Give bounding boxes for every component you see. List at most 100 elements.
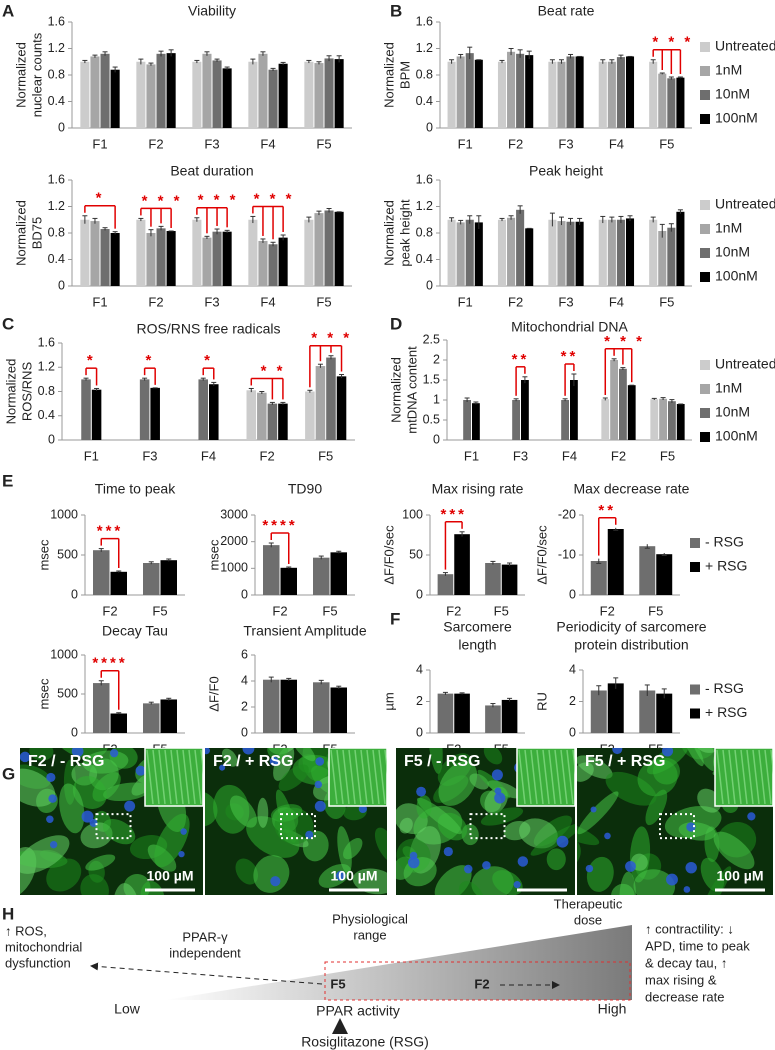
legend-label: 1nM: [715, 62, 742, 78]
legend-swatch: [700, 66, 710, 76]
nucleus: [585, 864, 594, 873]
x-tick-label: F5: [659, 294, 674, 309]
nucleus: [491, 769, 503, 781]
bar: [268, 244, 278, 286]
y-axis-label: Normalized: [3, 359, 18, 425]
nucleus: [407, 856, 420, 869]
micrograph-label: F2 / + RSG: [213, 753, 293, 770]
significance: * * *: [198, 192, 239, 209]
bar: [246, 390, 257, 440]
inset-striation: [158, 749, 166, 805]
bar: [437, 693, 454, 733]
legend-swatch: [700, 224, 710, 234]
nucleus: [49, 840, 58, 849]
y-tick-label: 0: [569, 587, 576, 601]
bar: [110, 571, 127, 595]
inset-striation: [722, 749, 730, 805]
bar: [590, 690, 607, 733]
y-axis-label: µm: [381, 692, 396, 710]
bar: [330, 687, 347, 733]
bar: [280, 679, 297, 733]
inset-striation: [176, 749, 184, 805]
inset-striation: [728, 749, 736, 805]
y-axis-label: msec: [36, 678, 51, 710]
legend-label: 100nM: [715, 428, 758, 444]
x-tick-label: F2: [260, 448, 275, 463]
bar: [166, 53, 176, 129]
y-tick-label: 0.4: [48, 252, 65, 266]
bar: [566, 221, 575, 286]
nucleus: [590, 806, 597, 813]
y-tick-label: 2: [416, 694, 423, 708]
bar: [607, 529, 624, 595]
inset-striation: [758, 749, 766, 805]
y-tick-label: 0.4: [48, 94, 65, 108]
bar: [656, 693, 673, 733]
x-tick-label: F3: [142, 448, 157, 463]
nucleus: [685, 861, 697, 874]
cell: [646, 748, 689, 775]
cell: [605, 771, 657, 806]
cell: [53, 748, 109, 759]
cell: [273, 748, 295, 781]
bar: [90, 56, 100, 129]
y-tick-label: 0.8: [416, 225, 433, 239]
bar: [334, 211, 344, 286]
inset-striation: [336, 749, 344, 805]
diagram-text: & decay tau, ↑: [645, 955, 727, 970]
panel-label: B: [390, 1, 402, 20]
cell: [438, 761, 478, 806]
legend-swatch: [690, 684, 700, 695]
bar: [91, 389, 102, 440]
y-tick-label: 0: [48, 432, 55, 446]
bar: [639, 546, 656, 595]
chart-title: protein distribution: [574, 637, 688, 653]
bar: [146, 64, 156, 128]
bar: [590, 561, 607, 595]
bar: [326, 357, 336, 440]
bar: [465, 219, 474, 286]
bar: [485, 705, 501, 733]
y-axis-label: msec: [206, 539, 221, 571]
chart-title: Beat rate: [538, 3, 595, 19]
cell: [85, 854, 116, 871]
y-tick-label: 0: [58, 278, 65, 292]
inset-striation: [360, 749, 368, 805]
bar: [649, 219, 658, 286]
nucleus: [463, 864, 473, 874]
bar: [212, 231, 222, 286]
bar: [143, 703, 160, 733]
bar: [649, 61, 658, 128]
bar: [667, 78, 676, 128]
y-axis-label: ΔF/F0/sec: [534, 525, 549, 585]
bar: [525, 55, 534, 128]
significance: ****: [92, 655, 127, 672]
y-tick-label: 0.5: [423, 412, 440, 426]
panel-label: G: [2, 764, 15, 783]
nucleus: [46, 772, 56, 783]
nucleus: [315, 757, 325, 766]
bar: [330, 552, 347, 595]
y-tick-label: 2: [241, 699, 248, 713]
nucleus: [666, 873, 678, 886]
y-tick-label: 1.2: [416, 41, 433, 55]
y-axis-label: peak height: [397, 199, 412, 267]
bar: [248, 219, 258, 286]
bar: [625, 218, 635, 286]
legend-swatch: [700, 384, 710, 394]
inset-striation: [566, 749, 574, 805]
significance: * *: [261, 362, 286, 379]
inset-striation: [194, 749, 202, 805]
legend-label: 1nM: [715, 220, 742, 236]
x-tick-label: F5: [316, 294, 331, 309]
significance: *: [96, 190, 105, 207]
nucleus: [20, 751, 31, 763]
x-tick-label: F4: [260, 294, 275, 309]
bar: [501, 699, 518, 733]
zoom-box: [280, 813, 316, 840]
bar: [616, 57, 625, 128]
micrograph: F2 / - RSG 100 µM: [20, 748, 203, 895]
bar: [570, 380, 578, 440]
bar: [136, 61, 146, 128]
